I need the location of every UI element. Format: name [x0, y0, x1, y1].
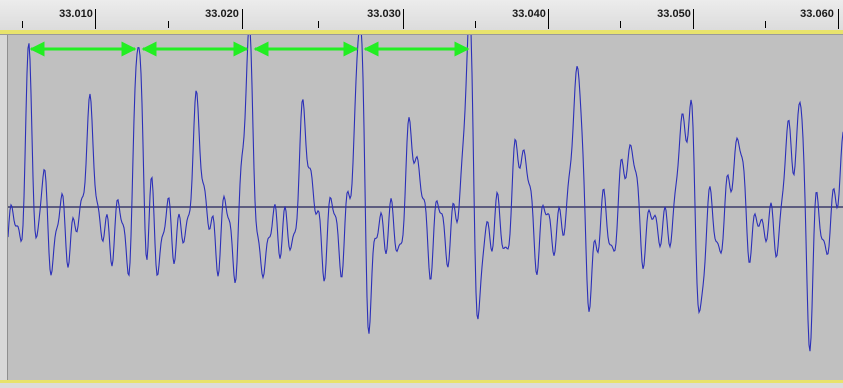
timeline-ruler[interactable]: 33.010 33.020 33.030 33.040 33.050 33.06… — [0, 0, 843, 31]
waveform-canvas — [8, 35, 843, 352]
tick-label-33010: 33.010 — [59, 8, 93, 20]
tick-minor — [765, 21, 766, 28]
tick-minor — [22, 21, 23, 28]
tick-major — [548, 9, 549, 29]
tick-major — [242, 9, 243, 29]
track-left-margin — [0, 35, 7, 380]
tick-major — [693, 9, 694, 29]
waveform-track[interactable] — [7, 35, 843, 380]
waveform-trace — [8, 35, 843, 352]
tick-minor — [318, 21, 319, 28]
tick-minor — [168, 21, 169, 28]
tick-major — [838, 9, 839, 29]
track-top-edge — [0, 30, 843, 35]
tick-label-33060: 33.060 — [800, 8, 834, 20]
track-bottom-edge — [0, 380, 843, 388]
tick-label-33050: 33.050 — [657, 8, 691, 20]
tick-major — [95, 9, 96, 29]
tick-label-33040: 33.040 — [512, 8, 546, 20]
tick-label-33030: 33.030 — [367, 8, 401, 20]
tick-major — [403, 9, 404, 29]
tick-label-33020: 33.020 — [205, 8, 239, 20]
tick-minor — [620, 21, 621, 28]
tick-minor — [475, 21, 476, 28]
